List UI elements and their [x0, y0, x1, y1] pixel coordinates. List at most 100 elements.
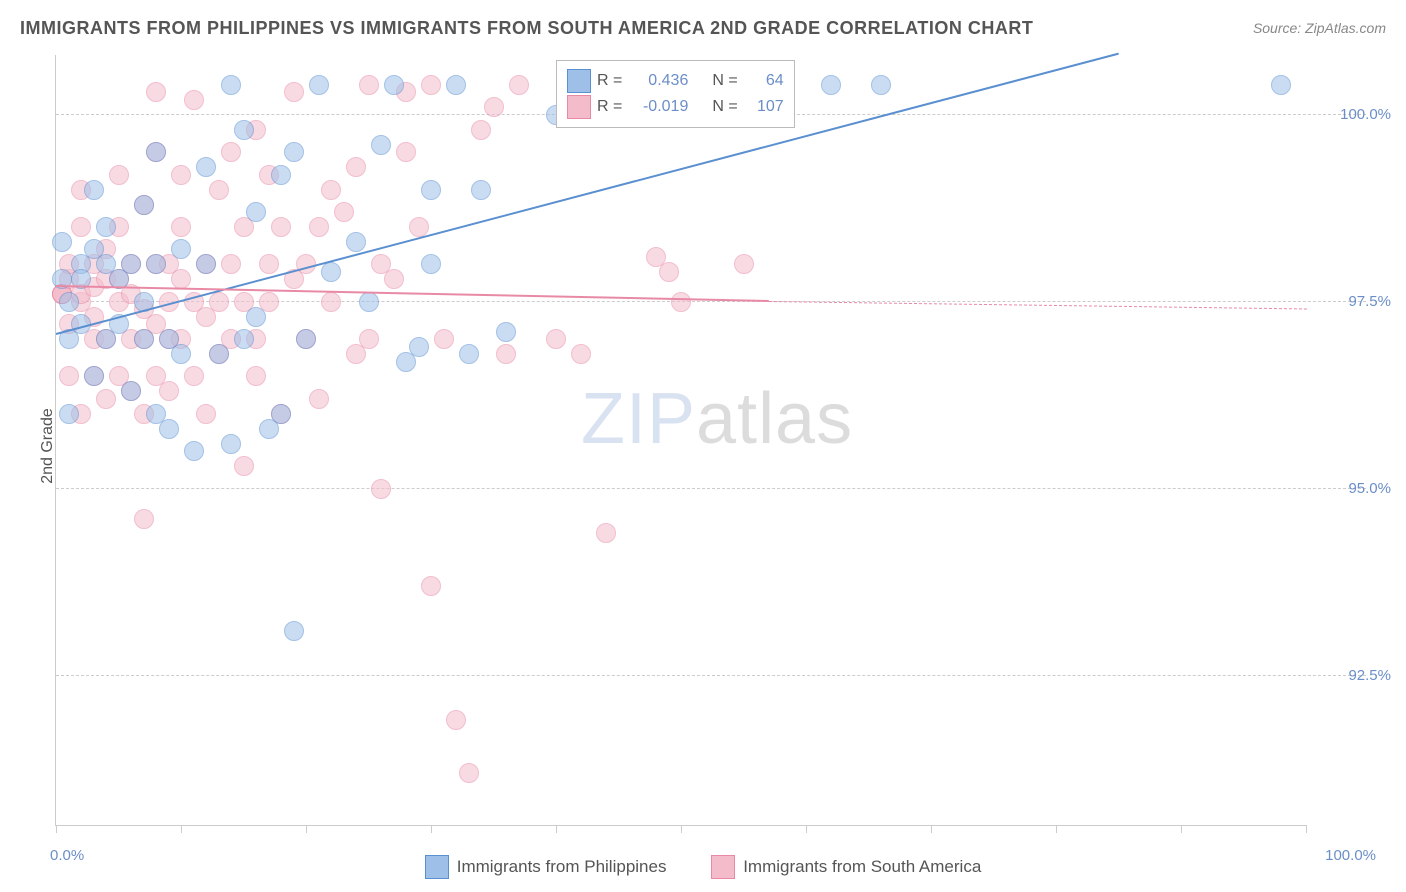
scatter-point-pink — [359, 329, 379, 349]
scatter-point-pink — [334, 202, 354, 222]
scatter-point-blue — [221, 75, 241, 95]
scatter-point-blue — [384, 75, 404, 95]
scatter-point-blue — [321, 262, 341, 282]
plot-area: ZIPatlas 100.0%97.5%95.0%92.5%R =0.436N … — [55, 55, 1306, 826]
scatter-point-pink — [496, 344, 516, 364]
scatter-point-blue — [159, 419, 179, 439]
scatter-point-pink — [196, 404, 216, 424]
scatter-point-blue — [196, 254, 216, 274]
scatter-point-pink — [159, 381, 179, 401]
n-value-pink: 107 — [744, 98, 784, 116]
scatter-point-blue — [134, 195, 154, 215]
scatter-point-pink — [434, 329, 454, 349]
scatter-point-pink — [96, 389, 116, 409]
scatter-point-pink — [259, 254, 279, 274]
scatter-point-pink — [409, 217, 429, 237]
scatter-point-blue — [496, 322, 516, 342]
scatter-point-pink — [209, 292, 229, 312]
scatter-point-blue — [59, 404, 79, 424]
scatter-point-pink — [309, 389, 329, 409]
scatter-point-blue — [134, 329, 154, 349]
scatter-point-pink — [421, 75, 441, 95]
scatter-point-blue — [421, 254, 441, 274]
stats-swatch-blue — [567, 69, 591, 93]
stats-swatch-pink — [567, 95, 591, 119]
scatter-point-blue — [309, 75, 329, 95]
watermark: ZIPatlas — [581, 378, 853, 460]
scatter-point-pink — [459, 763, 479, 783]
scatter-point-pink — [446, 710, 466, 730]
scatter-point-pink — [71, 217, 91, 237]
scatter-point-blue — [59, 292, 79, 312]
scatter-point-pink — [184, 366, 204, 386]
scatter-point-pink — [471, 120, 491, 140]
scatter-point-blue — [96, 217, 116, 237]
y-tick-label: 100.0% — [1331, 106, 1391, 123]
legend-swatch-blue — [425, 855, 449, 879]
chart-title: IMMIGRANTS FROM PHILIPPINES VS IMMIGRANT… — [20, 18, 1033, 38]
scatter-point-blue — [121, 381, 141, 401]
scatter-point-pink — [421, 576, 441, 596]
legend-item-south-america: Immigrants from South America — [711, 855, 981, 879]
scatter-point-pink — [134, 509, 154, 529]
scatter-point-pink — [184, 90, 204, 110]
n-label: N = — [712, 98, 737, 116]
scatter-point-pink — [571, 344, 591, 364]
scatter-point-pink — [734, 254, 754, 274]
scatter-point-pink — [309, 217, 329, 237]
scatter-point-blue — [121, 254, 141, 274]
x-tick — [1056, 825, 1057, 833]
gridline — [56, 488, 1366, 489]
x-tick — [431, 825, 432, 833]
scatter-point-pink — [171, 217, 191, 237]
scatter-point-pink — [246, 366, 266, 386]
scatter-point-pink — [284, 82, 304, 102]
scatter-point-blue — [1271, 75, 1291, 95]
scatter-point-pink — [171, 165, 191, 185]
r-value-pink: -0.019 — [628, 98, 688, 116]
scatter-point-blue — [171, 344, 191, 364]
scatter-point-blue — [346, 232, 366, 252]
y-tick-label: 95.0% — [1331, 480, 1391, 497]
r-value-blue: 0.436 — [628, 72, 688, 90]
n-label: N = — [712, 72, 737, 90]
scatter-point-pink — [596, 523, 616, 543]
scatter-point-blue — [284, 621, 304, 641]
scatter-point-pink — [234, 456, 254, 476]
scatter-point-blue — [409, 337, 429, 357]
scatter-point-pink — [321, 180, 341, 200]
n-value-blue: 64 — [744, 72, 784, 90]
scatter-point-pink — [484, 97, 504, 117]
scatter-point-blue — [234, 120, 254, 140]
scatter-point-blue — [84, 366, 104, 386]
scatter-point-pink — [546, 329, 566, 349]
scatter-point-blue — [371, 135, 391, 155]
r-label: R = — [597, 72, 622, 90]
scatter-point-blue — [184, 441, 204, 461]
scatter-point-pink — [146, 82, 166, 102]
bottom-legend: Immigrants from Philippines Immigrants f… — [0, 855, 1406, 884]
scatter-point-pink — [59, 366, 79, 386]
legend-label-blue: Immigrants from Philippines — [457, 857, 667, 877]
scatter-point-blue — [296, 329, 316, 349]
x-tick — [1306, 825, 1307, 833]
legend-swatch-pink — [711, 855, 735, 879]
scatter-point-pink — [384, 269, 404, 289]
scatter-point-blue — [421, 180, 441, 200]
scatter-point-pink — [671, 292, 691, 312]
stats-legend: R =0.436N =64R =-0.019N =107 — [556, 60, 795, 128]
scatter-point-blue — [209, 344, 229, 364]
scatter-point-pink — [346, 157, 366, 177]
scatter-point-pink — [371, 479, 391, 499]
x-tick — [681, 825, 682, 833]
scatter-point-pink — [396, 142, 416, 162]
scatter-point-blue — [359, 292, 379, 312]
scatter-point-pink — [171, 269, 191, 289]
x-tick — [1181, 825, 1182, 833]
scatter-point-blue — [171, 239, 191, 259]
scatter-point-blue — [821, 75, 841, 95]
scatter-point-blue — [871, 75, 891, 95]
scatter-point-blue — [271, 404, 291, 424]
x-tick — [806, 825, 807, 833]
scatter-point-blue — [84, 180, 104, 200]
